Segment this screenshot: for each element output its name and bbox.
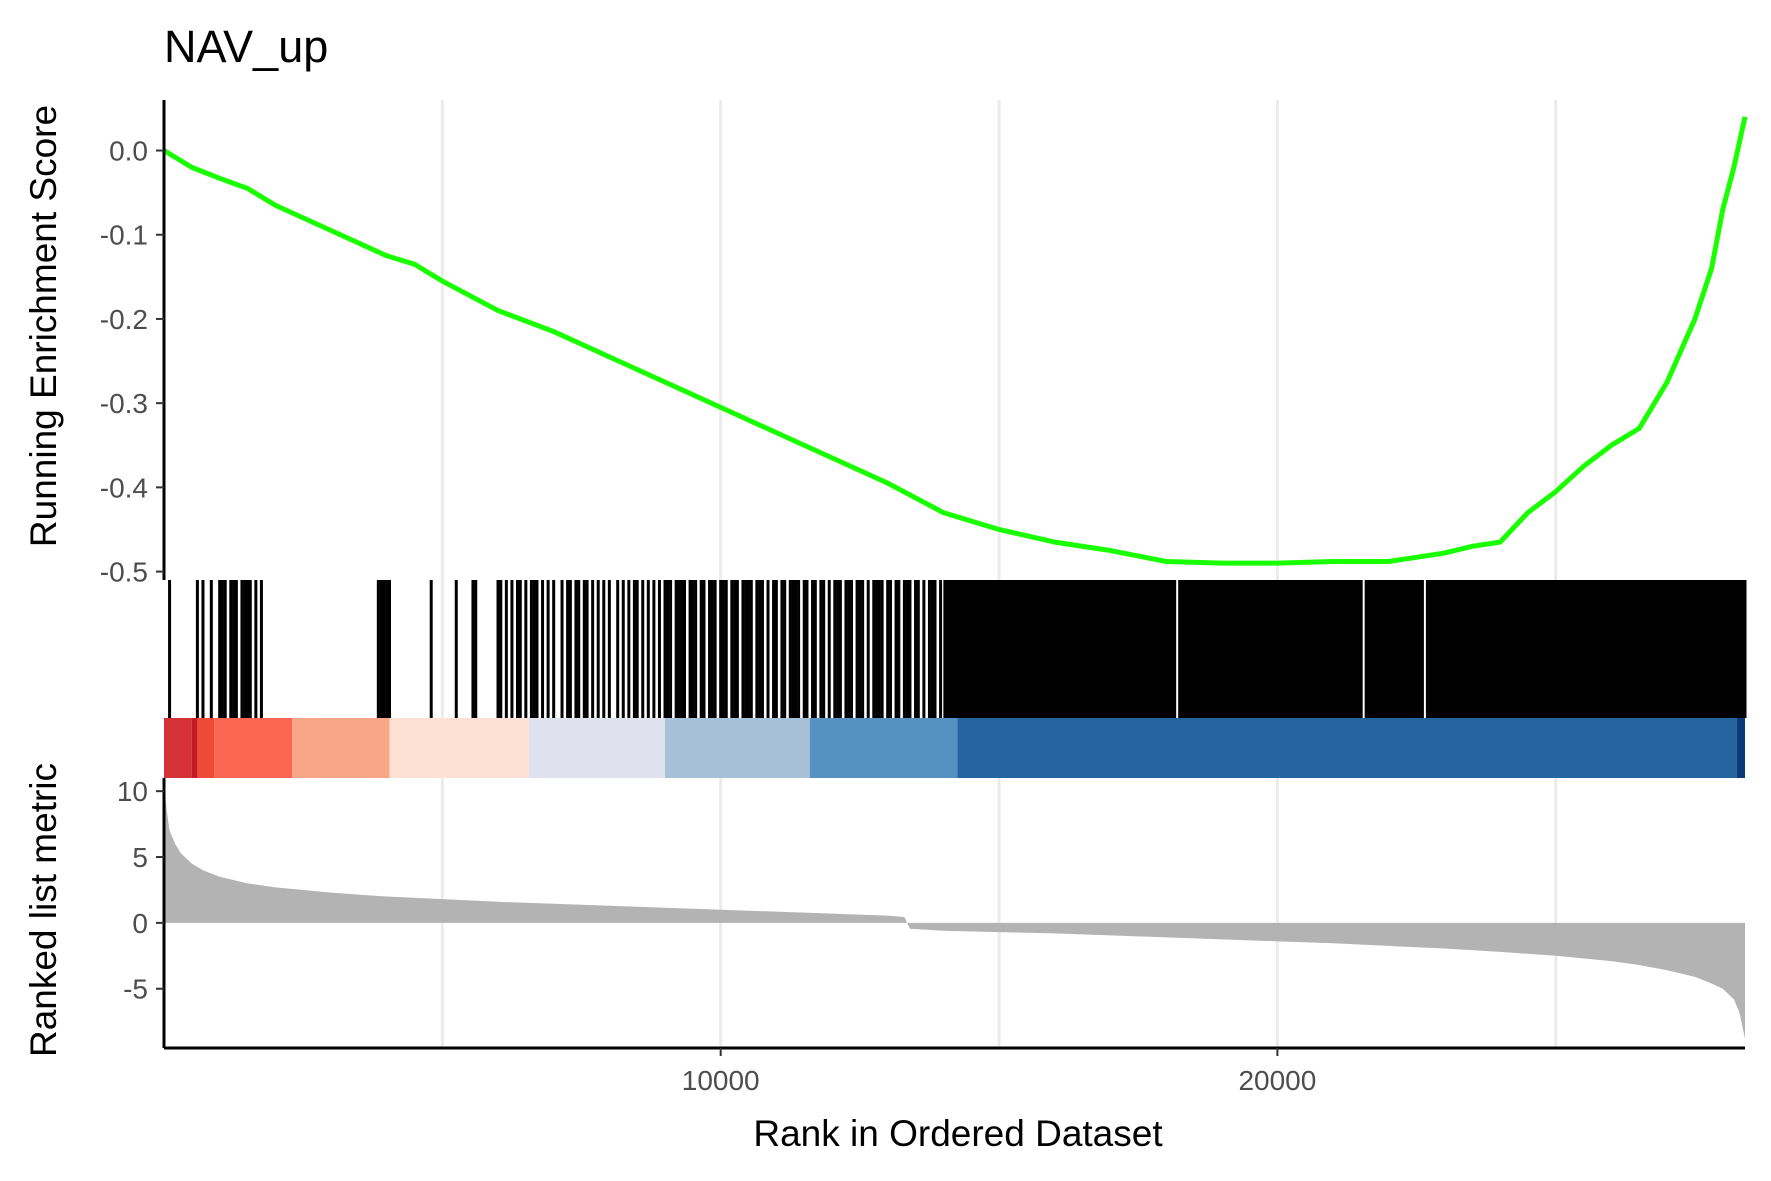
ranked-metric-area — [164, 784, 1745, 1039]
es-y-axis-title: Running Enrichment Score — [23, 105, 64, 547]
es-y-tick-label: -0.1 — [100, 220, 148, 251]
running-enrichment-line — [162, 116, 1748, 566]
ranked-metric-panel — [164, 784, 1745, 1039]
heatmap-band — [164, 718, 192, 778]
heatmap-band — [1736, 718, 1745, 778]
heatmap-band — [957, 718, 1737, 778]
gridlines — [440, 100, 1558, 1048]
rank-heatmap-strip — [164, 718, 1745, 778]
es-y-tick-label: -0.3 — [100, 388, 148, 419]
heatmap-band — [214, 718, 293, 778]
metric-y-axis-title: Ranked list metric — [23, 763, 64, 1057]
es-y-tick-label: -0.5 — [100, 557, 148, 588]
metric-y-tick-label: 10 — [117, 776, 148, 807]
heatmap-band — [191, 718, 198, 778]
heatmap-band — [389, 718, 529, 778]
es-y-tick-label: 0.0 — [109, 136, 148, 167]
es-y-tick-label: -0.2 — [100, 304, 148, 335]
heatmap-band — [809, 718, 958, 778]
metric-y-tick-label: 0 — [132, 908, 148, 939]
heatmap-band — [197, 718, 215, 778]
x-tick-label: 10000 — [682, 1065, 760, 1096]
heatmap-band — [665, 718, 810, 778]
plot-title: NAV_up — [164, 21, 328, 72]
x-axis-title: Rank in Ordered Dataset — [753, 1113, 1163, 1154]
x-tick-label: 20000 — [1238, 1065, 1316, 1096]
heatmap-band — [292, 718, 390, 778]
gene-hits-panel — [168, 580, 1747, 718]
running-enrichment-panel — [162, 116, 1748, 566]
metric-y-tick-label: -5 — [123, 974, 148, 1005]
heatmap-band — [528, 718, 666, 778]
axes: 0.0 -0.1 -0.2 -0.3 -0.4 -0.5 10 5 0 -5 10000 20000 — [100, 100, 1745, 1096]
metric-y-tick-label: 5 — [132, 842, 148, 873]
es-y-tick-label: -0.4 — [100, 472, 148, 503]
